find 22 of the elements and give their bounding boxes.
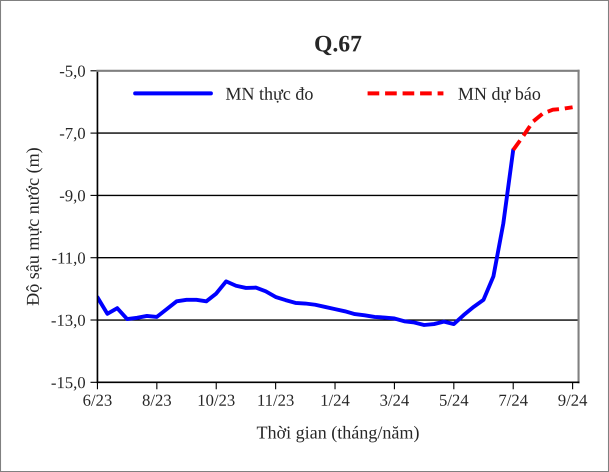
- y-axis-title: Độ sậu mực nước (m): [26, 148, 43, 306]
- x-axis-title: Thời gian (tháng/năm): [256, 426, 419, 442]
- legend-label: MN dự báo: [458, 87, 540, 103]
- x-tick-label: 3/24: [380, 394, 409, 406]
- line-series: [97, 148, 516, 327]
- x-tick-label: 11/23: [258, 394, 294, 406]
- y-tick-label: -11,0: [52, 252, 85, 266]
- x-tick-label: 5/24: [440, 394, 468, 406]
- line-series: [511, 105, 575, 152]
- y-tick-label: -15,0: [52, 377, 85, 391]
- x-tick-label: 10/23: [198, 394, 235, 406]
- chart-title: Q.67: [315, 36, 362, 56]
- x-tick-label: 7/24: [500, 394, 528, 406]
- y-tick-label: -13,0: [52, 314, 85, 328]
- x-tick-label: 6/23: [83, 394, 112, 406]
- y-tick-label: -7,0: [60, 128, 85, 142]
- y-tick-label: -9,0: [60, 190, 85, 204]
- x-tick-label: 8/23: [142, 394, 171, 406]
- legend-label: MN thực đo: [226, 87, 313, 103]
- x-tick-label: 1/24: [322, 394, 350, 406]
- y-tick-label: -5,0: [60, 66, 85, 80]
- x-tick-label: 9/24: [558, 394, 588, 406]
